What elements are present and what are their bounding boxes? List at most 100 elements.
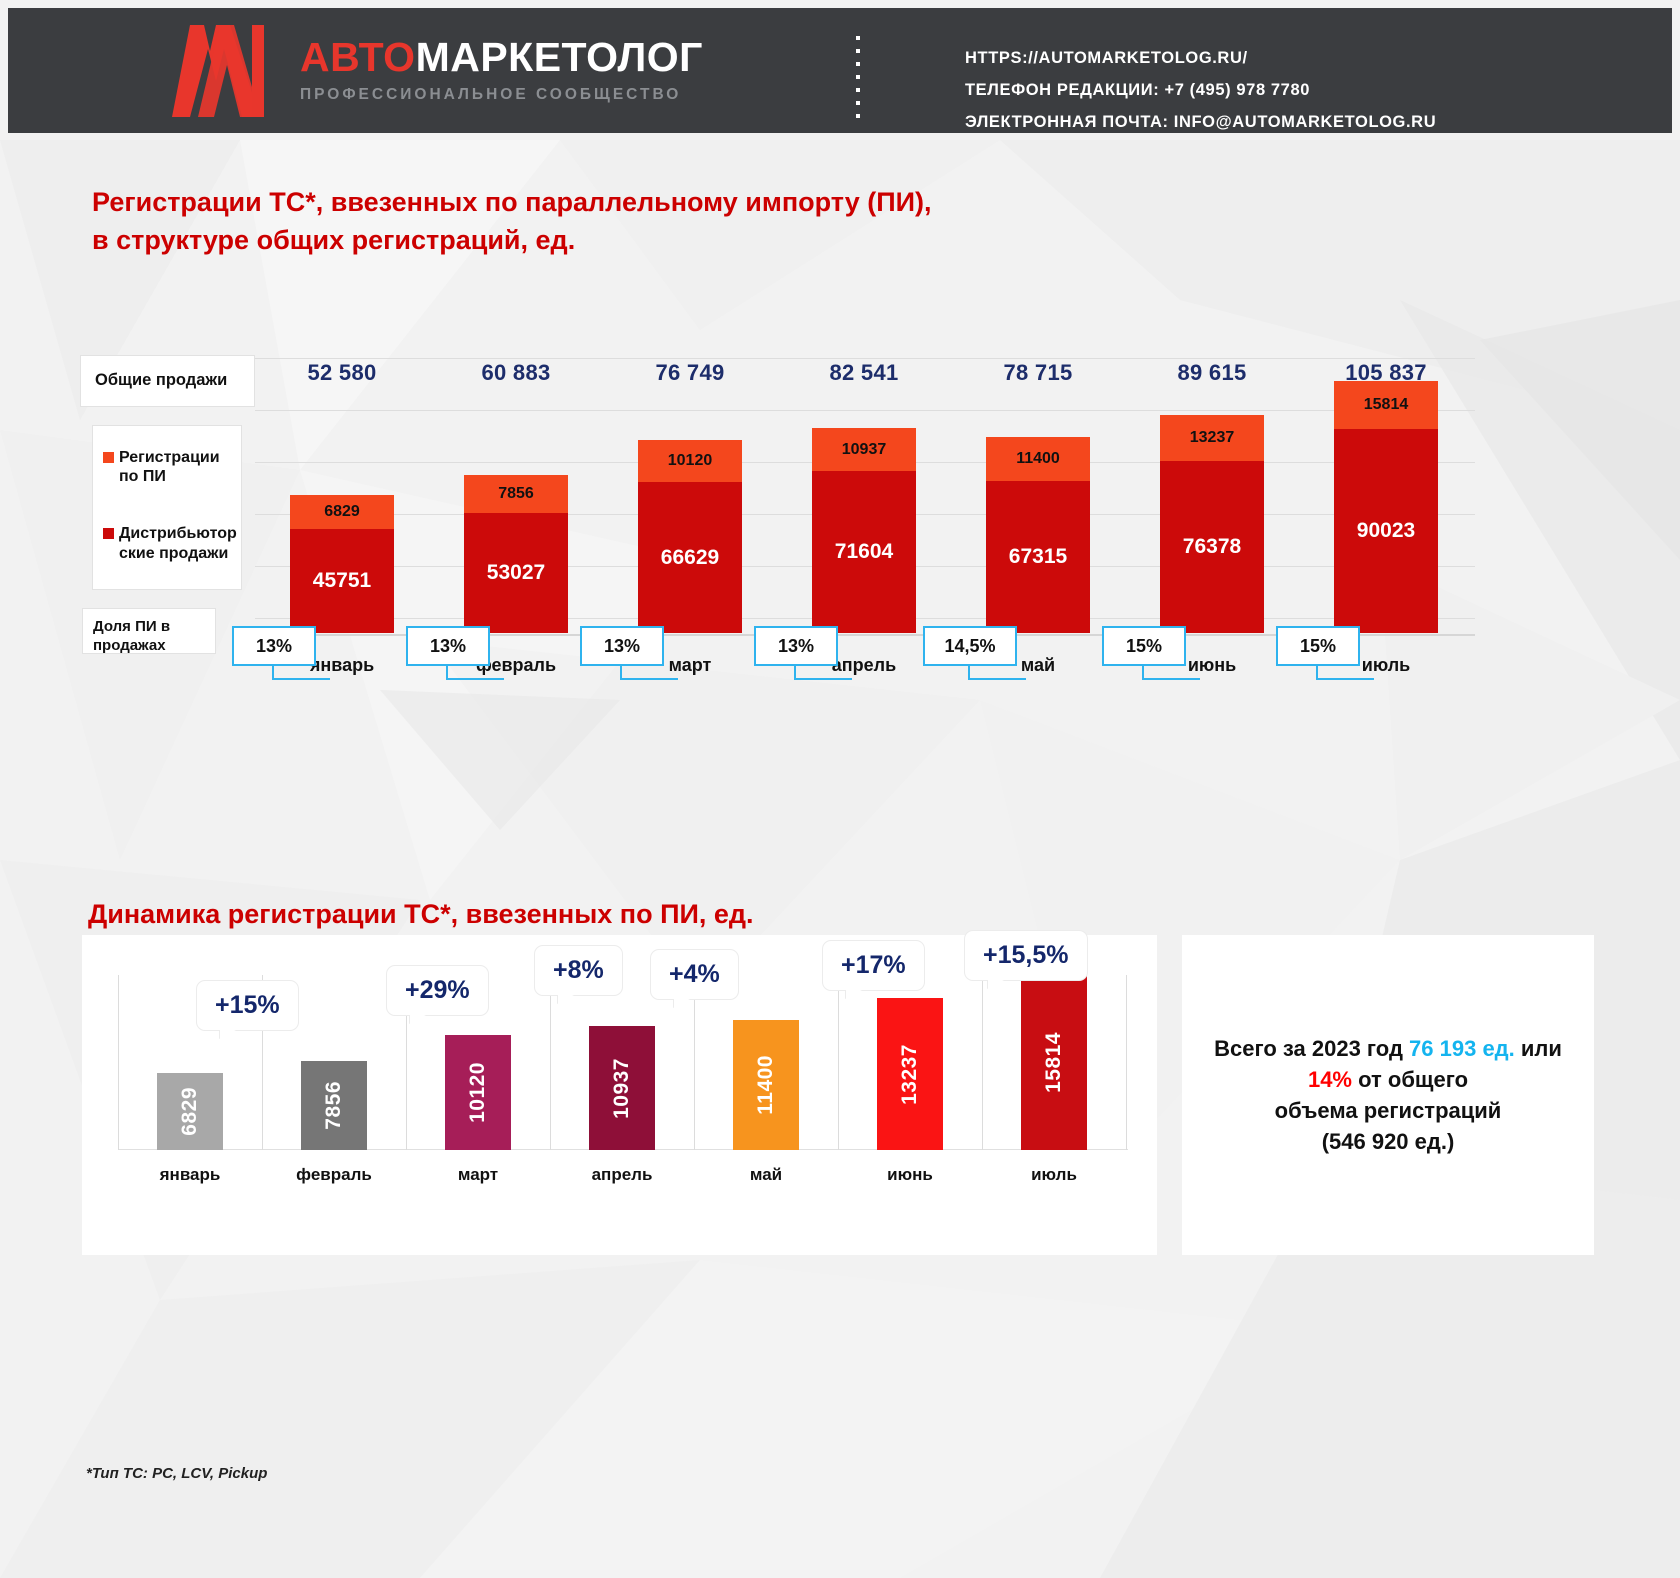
dyn-bar-column[interactable]: 15814	[982, 935, 1126, 1150]
legend-item-pi: Регистрации по ПИ	[103, 448, 241, 486]
dyn-x-axis-label: июнь	[887, 1165, 933, 1184]
bar-segment-pi[interactable]: 11400	[986, 437, 1090, 481]
dyn-bar[interactable]: 10937	[589, 1026, 655, 1150]
dyn-bar-column[interactable]: 11400	[694, 935, 838, 1150]
bar-segment-pi[interactable]: 15814	[1334, 381, 1438, 429]
bar-column[interactable]: 13237 76378	[1125, 415, 1299, 633]
share-legend-l2: продажах	[93, 636, 166, 654]
x-axis-label: январь	[309, 655, 375, 675]
bar-column[interactable]: 7856 53027	[429, 475, 603, 633]
bar-segment-distributor[interactable]: 45751	[290, 529, 394, 633]
dyn-bar[interactable]: 10120	[445, 1035, 511, 1150]
site-header: АВТОМАРКЕТОЛОГ ПРОФЕССИОНАЛЬНОЕ СООБЩЕСТ…	[8, 8, 1672, 133]
bar-value-distributor: 45751	[312, 569, 372, 592]
bar-column[interactable]: 10937 71604	[777, 428, 951, 633]
total-label: 76 749	[655, 360, 725, 385]
dyn-bar[interactable]: 13237	[877, 998, 943, 1150]
bar-segment-pi[interactable]: 7856	[464, 475, 568, 513]
dyn-bar-column[interactable]: 6829	[118, 935, 262, 1150]
bar-value-pi: 7856	[498, 485, 534, 502]
total-label: 78 715	[1003, 360, 1073, 385]
dynamics-title: Динамика регистрации ТС*, ввезенных по П…	[88, 899, 754, 929]
logo-title-red: АВТО	[300, 34, 416, 81]
bar-column[interactable]: 11400 67315	[951, 437, 1125, 633]
total-sales-legend-label: Общие продажи	[95, 371, 228, 389]
dyn-bar-column[interactable]: 7856	[262, 935, 406, 1150]
share-legend-l1: Доля ПИ в	[93, 618, 171, 635]
growth-callout: +15%	[196, 980, 299, 1031]
bar-segment-distributor[interactable]: 90023	[1334, 429, 1438, 633]
total-label: 82 541	[829, 360, 899, 385]
dyn-bar-value: 6829	[178, 1087, 201, 1136]
contact-website[interactable]: HTTPS://AUTOMARKETOLOG.RU/	[965, 49, 1248, 67]
bar-column[interactable]: 15814 90023	[1299, 381, 1473, 633]
bar-segment-pi[interactable]: 10120	[638, 440, 742, 482]
bar-segment-pi[interactable]: 10937	[812, 428, 916, 471]
bar-value-distributor: 67315	[1008, 545, 1068, 568]
dyn-bar-column[interactable]: 13237	[838, 935, 982, 1150]
bar-column[interactable]: 10120 66629	[603, 440, 777, 633]
dyn-bar[interactable]: 6829	[157, 1073, 223, 1150]
bar-column[interactable]: 6829 45751	[255, 495, 429, 633]
summary-value: 76 193	[1409, 1035, 1477, 1061]
bar-segment-distributor[interactable]: 53027	[464, 513, 568, 633]
share-callout: 13%	[754, 626, 838, 666]
dyn-bar-value: 13237	[898, 1043, 921, 1105]
summary-middle: или	[1514, 1035, 1562, 1061]
dyn-tick-icon	[406, 975, 407, 1150]
summary-percent: 14%	[1307, 1066, 1352, 1092]
dyn-tick-icon	[1126, 975, 1127, 1150]
share-legend: Доля ПИ в продажах	[82, 608, 216, 654]
dyn-x-axis-label: май	[749, 1165, 783, 1184]
dyn-bar[interactable]: 7856	[301, 1061, 367, 1150]
summary-unit: ед.	[1476, 1035, 1515, 1061]
bar-segment-pi[interactable]: 13237	[1160, 415, 1264, 461]
contact-phone: ТЕЛЕФОН РЕДАКЦИИ: +7 (495) 978 7780	[965, 81, 1311, 100]
total-label: 52 580	[307, 360, 377, 385]
dyn-bar[interactable]: 11400	[733, 1020, 799, 1150]
legend-label-pi-l1: Регистрации	[119, 449, 220, 466]
contact-info: HTTPS://AUTOMARKETOLOG.RU/ ТЕЛЕФОН РЕДАК…	[965, 42, 1436, 139]
dyn-tick-icon	[694, 975, 695, 1150]
contact-email[interactable]: ЭЛЕКТРОННАЯ ПОЧТА: INFO@AUTOMARKETOLOG.R…	[965, 113, 1437, 132]
dyn-x-axis-label: март	[457, 1165, 499, 1184]
growth-callout: +8%	[534, 945, 623, 996]
bar-value-pi: 15814	[1363, 396, 1409, 413]
x-axis-label: февраль	[475, 655, 557, 675]
share-callout: 14,5%	[923, 626, 1017, 666]
total-label: 105 837	[1345, 360, 1427, 385]
dyn-tick-icon	[262, 975, 263, 1150]
legend-label-dist-l2: ские продажи	[119, 544, 229, 562]
share-callout: 13%	[580, 626, 664, 666]
bar-segment-distributor[interactable]: 67315	[986, 481, 1090, 633]
x-axis-label: март	[668, 655, 712, 675]
bar-segment-pi[interactable]: 6829	[290, 495, 394, 529]
am-monogram-icon	[172, 24, 264, 117]
bar-segment-distributor[interactable]: 66629	[638, 482, 742, 633]
bar-value-distributor: 90023	[1356, 519, 1416, 542]
bar-columns: 52 580 60 883 76 749 82 541 78 715 89 61…	[232, 330, 1475, 690]
bar-segment-distributor[interactable]: 71604	[812, 471, 916, 633]
bar-value-pi: 11400	[1016, 450, 1060, 467]
dyn-tick-icon	[838, 975, 839, 1150]
dyn-bar-column[interactable]: 10937	[550, 935, 694, 1150]
dyn-tick-icon	[982, 975, 983, 1150]
bar-value-distributor: 76378	[1182, 535, 1242, 558]
dyn-x-axis-label: апрель	[591, 1165, 653, 1184]
dyn-bar-value: 10937	[610, 1057, 633, 1119]
total-label: 89 615	[1177, 360, 1247, 385]
page-title: Регистрации ТС*, ввезенных по параллельн…	[92, 183, 932, 260]
legend-item-distributor: Дистрибьютор ские продажи	[103, 524, 241, 562]
share-callout: 13%	[406, 626, 490, 666]
legend-label-dist-l1: Дистрибьютор	[119, 525, 237, 543]
growth-callout: +15,5%	[964, 930, 1088, 981]
bar-segment-distributor[interactable]: 76378	[1160, 461, 1264, 633]
footnote: *Тип ТС: PC, LCV, Pickup	[86, 1465, 268, 1482]
summary-text: Всего за 2023 год 76 193 ед. или 14% от …	[1182, 1033, 1594, 1158]
bar-value-pi: 10120	[667, 452, 713, 469]
dyn-bar-column[interactable]: 10120	[406, 935, 550, 1150]
share-callout: 13%	[232, 626, 316, 666]
dyn-bar[interactable]: 15814	[1021, 975, 1087, 1150]
growth-callout: +4%	[650, 949, 739, 1000]
